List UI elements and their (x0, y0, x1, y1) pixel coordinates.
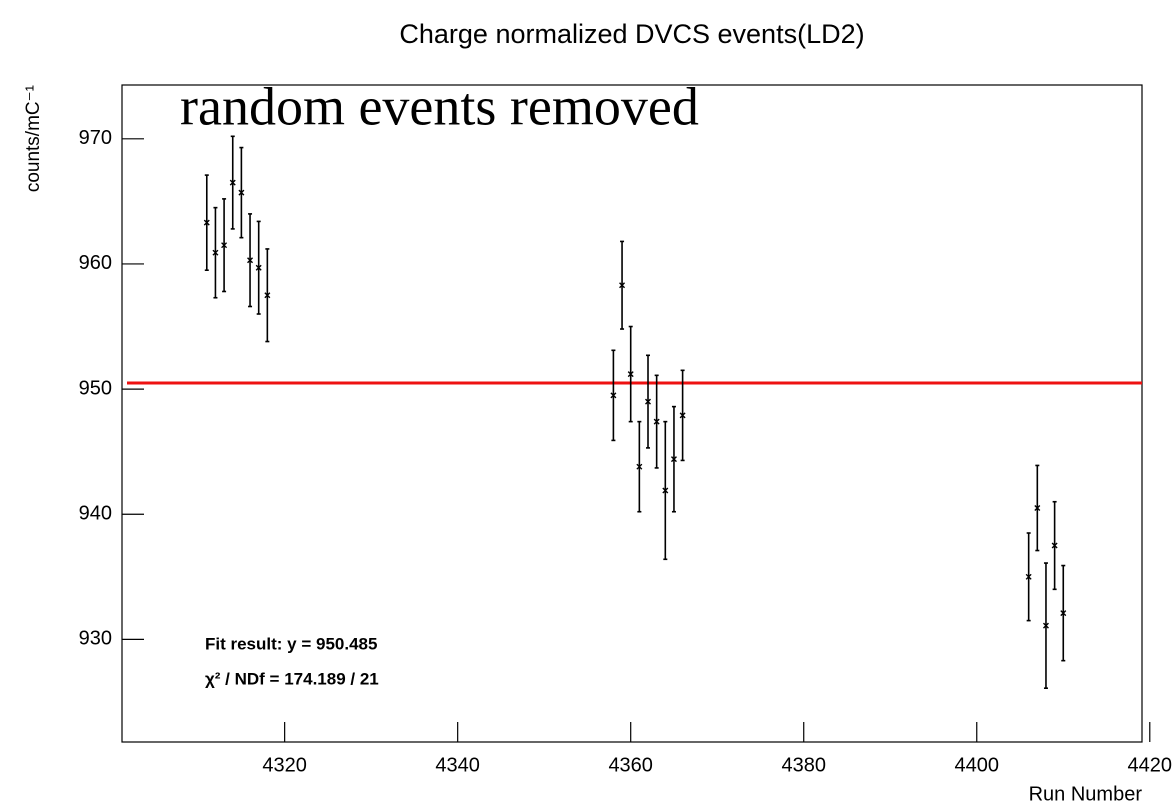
data-point (229, 179, 236, 186)
data-point (238, 189, 245, 196)
y-tick-label: 970 (79, 127, 112, 149)
data-point (662, 487, 669, 494)
x-axis-label: Run Number (1029, 783, 1143, 805)
data-point (1034, 504, 1041, 511)
data-point (679, 412, 686, 419)
y-axis-label: counts/mC⁻¹ (23, 85, 44, 192)
data-point (221, 242, 228, 249)
data-point (264, 292, 271, 299)
data-point (619, 282, 626, 289)
x-tick-label: 4340 (435, 754, 480, 776)
x-tick-label: 4400 (955, 754, 1000, 776)
y-tick-label: 960 (79, 252, 112, 274)
y-tick-label: 950 (79, 377, 112, 399)
data-point (627, 371, 634, 378)
plot-frame (121, 84, 1143, 743)
y-tick-label: 940 (79, 503, 112, 525)
x-tick-label: 4360 (608, 754, 653, 776)
chart-title: Charge normalized DVCS events(LD2) (399, 19, 864, 49)
annotation: random events removed (180, 76, 699, 136)
y-tick-label: 930 (79, 628, 112, 650)
data-point (1042, 622, 1049, 629)
data-point (653, 418, 660, 425)
data-point (212, 249, 219, 256)
data-point (610, 392, 617, 399)
data-point (1025, 573, 1032, 580)
data-point (670, 456, 677, 463)
x-tick-label: 4320 (262, 754, 307, 776)
data-point (247, 257, 254, 264)
data-point (1060, 610, 1067, 617)
data-point (203, 219, 210, 226)
data-point (255, 264, 262, 271)
fit-result: Fit result: y = 950.485 (205, 634, 377, 653)
x-tick-label: 4380 (781, 754, 826, 776)
data-point (645, 398, 651, 405)
data-point (636, 463, 643, 470)
chi2-result: χ² / NDf = 174.189 / 21 (205, 669, 379, 688)
data-point (1051, 542, 1058, 549)
x-tick-label: 4420 (1128, 754, 1173, 776)
